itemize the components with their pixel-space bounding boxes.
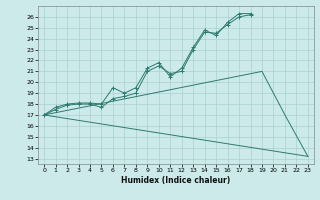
X-axis label: Humidex (Indice chaleur): Humidex (Indice chaleur) (121, 176, 231, 185)
